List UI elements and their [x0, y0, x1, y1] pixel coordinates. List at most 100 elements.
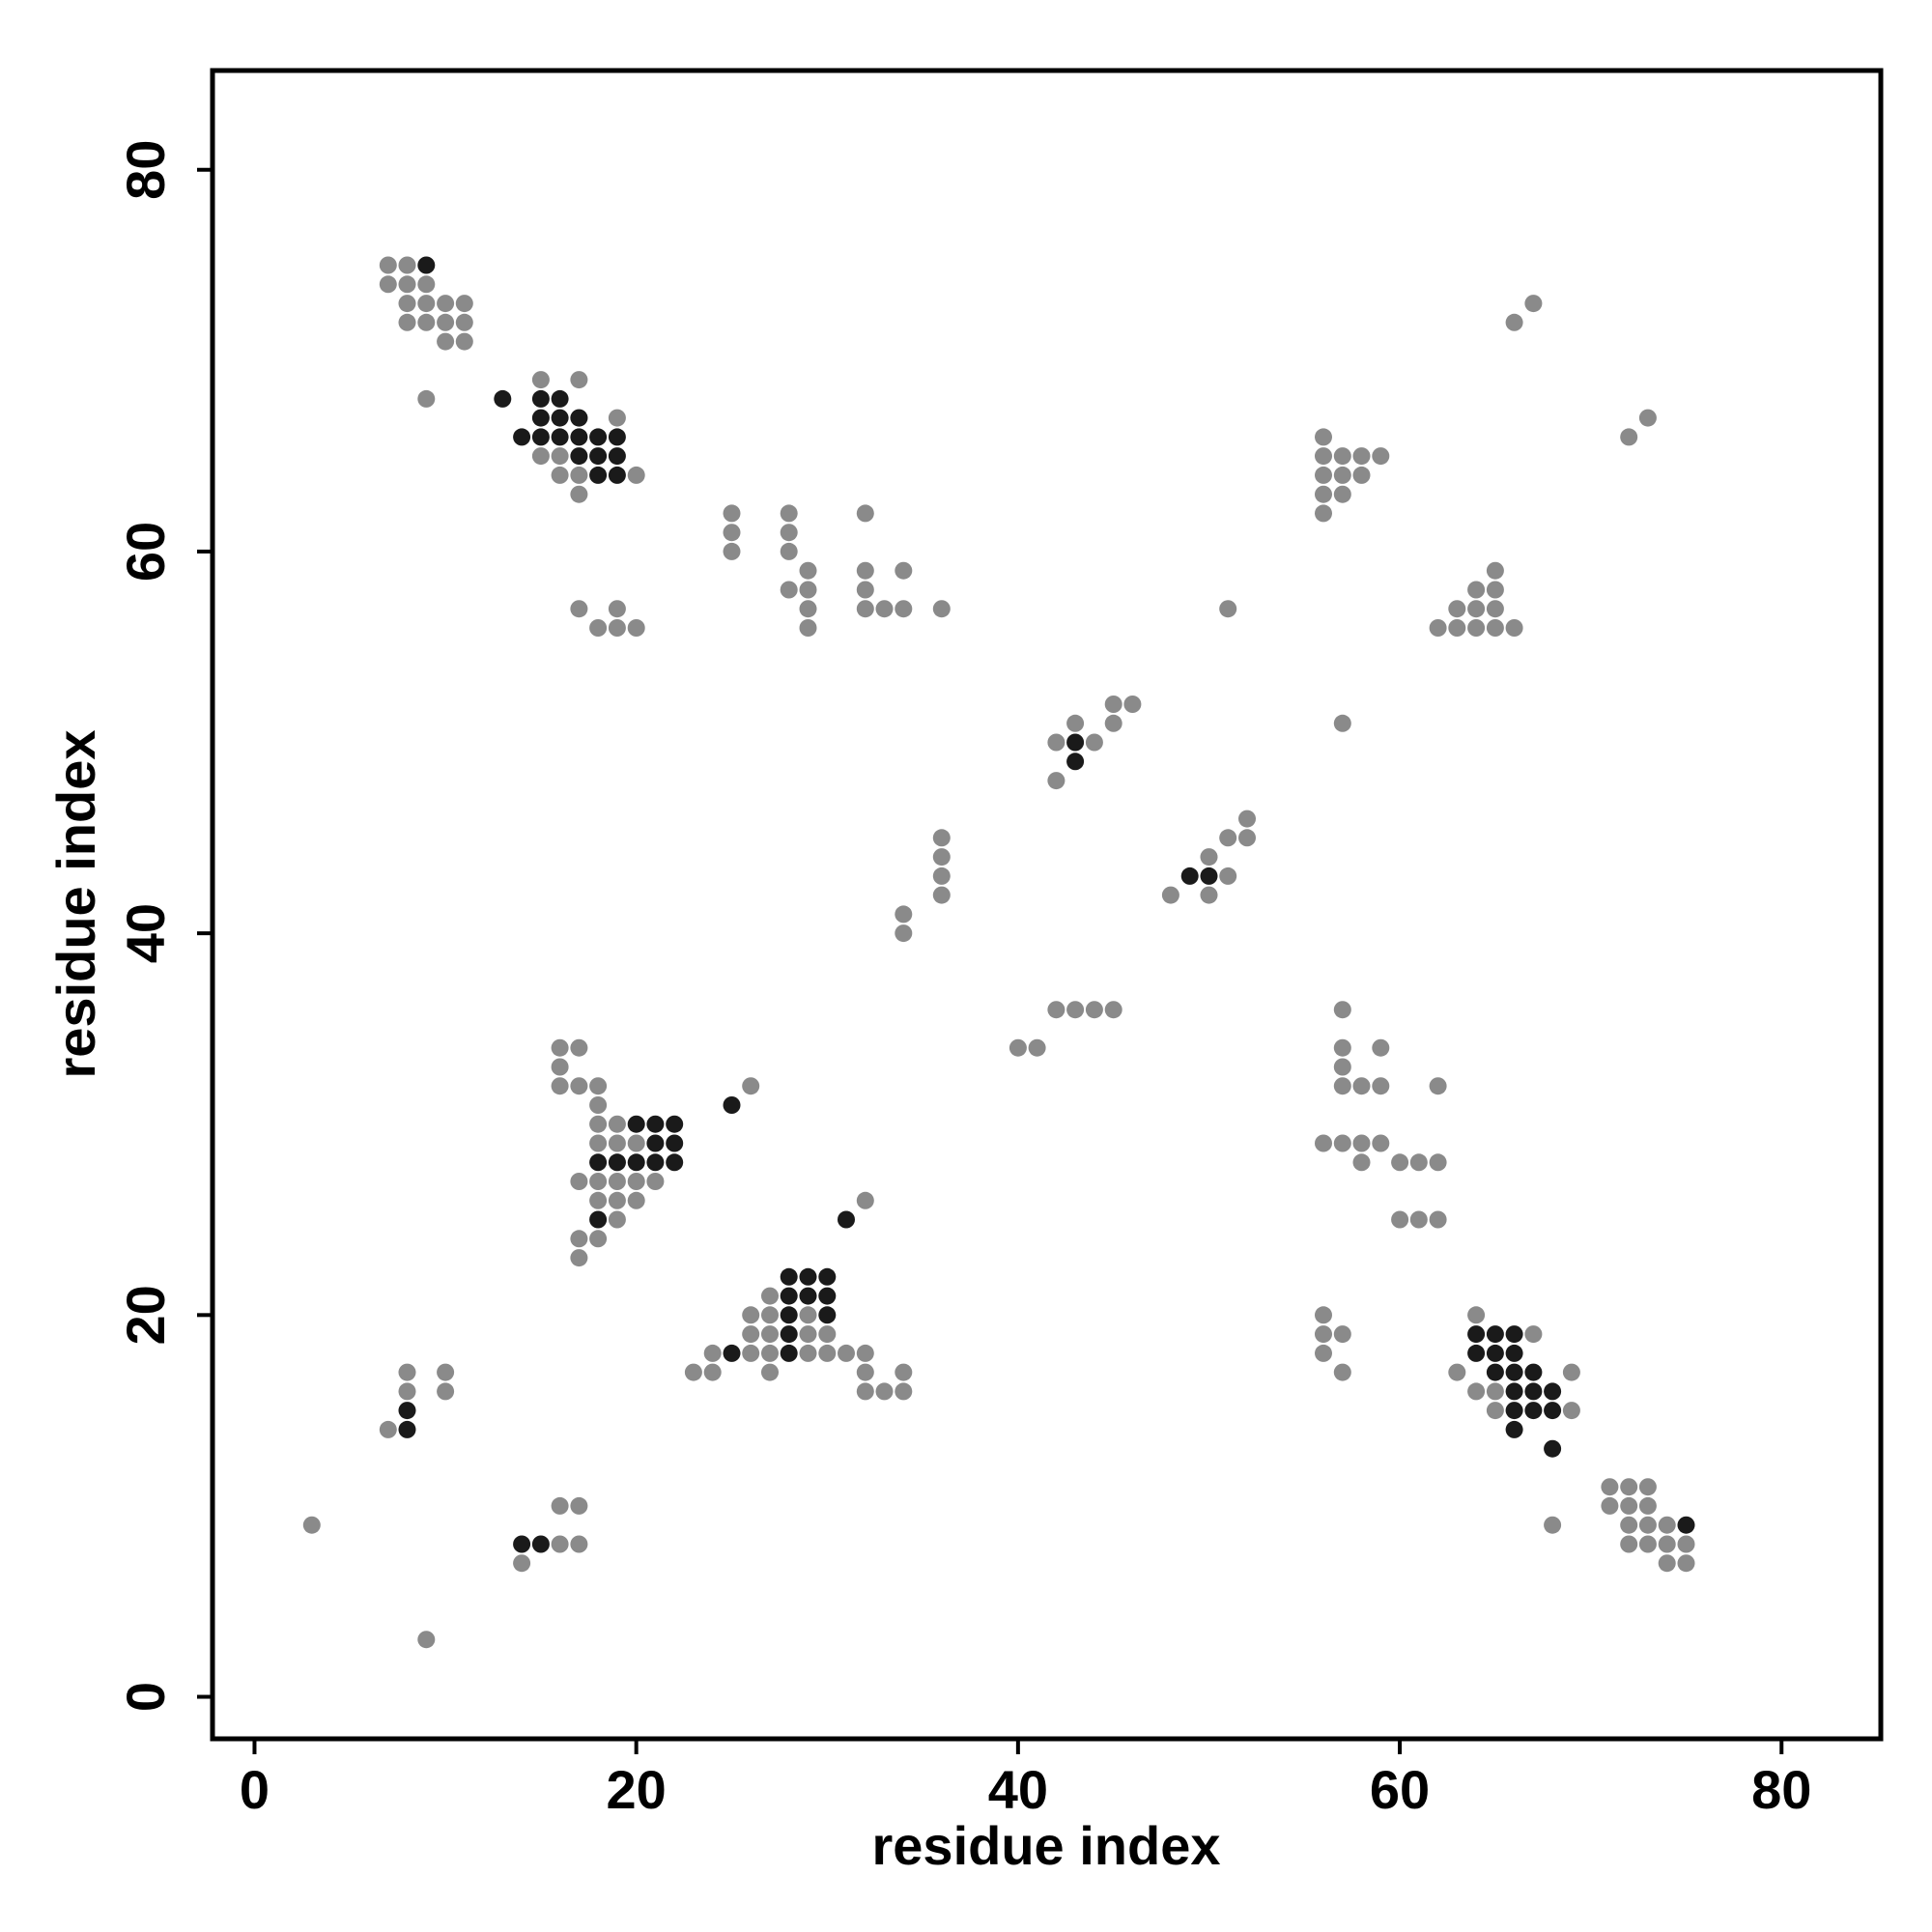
data-point: [1066, 733, 1085, 752]
data-point: [589, 447, 608, 466]
data-point: [1047, 1001, 1065, 1019]
data-point: [838, 1344, 855, 1362]
data-point: [799, 619, 817, 637]
data-point: [1658, 1535, 1676, 1553]
data-point: [551, 428, 569, 446]
data-point: [780, 524, 798, 542]
data-point: [799, 1344, 817, 1362]
y-tick-label: 80: [115, 140, 176, 200]
data-point: [1352, 1077, 1371, 1095]
data-point: [513, 1535, 531, 1553]
data-point: [1219, 600, 1237, 618]
data-point: [1315, 1344, 1332, 1362]
data-point: [1200, 848, 1218, 867]
data-point: [856, 1344, 874, 1362]
data-point: [398, 295, 416, 313]
data-point: [723, 542, 741, 560]
data-point: [551, 1038, 569, 1057]
data-point: [551, 447, 569, 466]
data-point: [627, 1115, 645, 1133]
data-point: [1524, 295, 1543, 313]
data-point: [856, 561, 874, 580]
data-point: [1486, 581, 1504, 599]
data-point: [780, 1306, 798, 1324]
data-point: [932, 600, 951, 618]
data-point: [589, 1134, 608, 1152]
data-point: [1315, 447, 1332, 466]
y-tick-label: 20: [115, 1285, 176, 1345]
data-point: [589, 1153, 608, 1172]
data-point: [589, 1191, 608, 1209]
data-point: [1524, 1382, 1543, 1401]
data-point: [1544, 1516, 1562, 1534]
data-point: [1486, 1382, 1504, 1401]
data-point: [608, 1134, 626, 1152]
data-point: [589, 1077, 608, 1095]
data-point: [1333, 466, 1351, 484]
data-point: [302, 1516, 321, 1534]
data-point: [856, 1382, 874, 1401]
data-point: [1333, 485, 1351, 503]
data-point: [1315, 504, 1332, 523]
x-axis-label: residue index: [871, 1815, 1220, 1876]
data-point: [589, 428, 608, 446]
data-point: [1333, 1134, 1351, 1152]
data-point: [570, 1077, 588, 1095]
data-point: [1505, 1420, 1523, 1438]
data-point: [1486, 1325, 1504, 1344]
data-point: [684, 1363, 702, 1381]
data-point: [398, 1363, 416, 1381]
data-point: [1315, 1306, 1332, 1324]
data-point: [608, 1210, 626, 1229]
data-point: [1161, 886, 1179, 904]
data-point: [398, 1420, 416, 1438]
data-point: [1333, 447, 1351, 466]
data-point: [608, 1115, 626, 1133]
data-point: [551, 1077, 569, 1095]
data-point: [703, 1344, 722, 1362]
data-point: [799, 1325, 817, 1344]
data-point: [895, 905, 913, 923]
plot-frame: [210, 68, 1884, 1742]
data-point: [1104, 1001, 1122, 1019]
data-point: [1544, 1402, 1562, 1420]
data-point: [761, 1344, 779, 1362]
data-point: [761, 1363, 779, 1381]
data-point: [1448, 600, 1466, 618]
y-tick-label: 60: [115, 522, 176, 582]
data-point: [1486, 1402, 1504, 1420]
data-point: [1238, 810, 1256, 828]
data-point: [437, 313, 455, 331]
data-point: [1486, 561, 1504, 580]
data-point: [379, 275, 397, 294]
data-point: [1638, 1496, 1657, 1515]
data-point: [417, 1631, 436, 1649]
data-point: [1658, 1554, 1676, 1573]
data-point: [379, 1420, 397, 1438]
data-point: [723, 1344, 741, 1362]
data-point: [513, 428, 531, 446]
data-point: [895, 924, 913, 943]
data-point: [1467, 1382, 1486, 1401]
data-point: [1638, 1535, 1657, 1553]
data-point: [1638, 1478, 1657, 1496]
data-point: [417, 275, 436, 294]
data-point: [1505, 1382, 1523, 1401]
data-point: [780, 542, 798, 560]
data-point: [646, 1115, 665, 1133]
data-point: [1467, 1325, 1486, 1344]
data-point: [570, 371, 588, 389]
data-point: [1180, 867, 1199, 885]
data-point: [780, 1287, 798, 1305]
data-point: [627, 1173, 645, 1190]
data-point: [1620, 1478, 1638, 1496]
data-point: [627, 1153, 645, 1172]
data-point: [1123, 696, 1142, 713]
data-point: [723, 504, 741, 523]
data-point: [818, 1287, 837, 1305]
data-point: [1238, 829, 1256, 847]
data-point: [1333, 1001, 1351, 1019]
data-point: [1601, 1496, 1619, 1515]
data-point: [1047, 733, 1065, 752]
